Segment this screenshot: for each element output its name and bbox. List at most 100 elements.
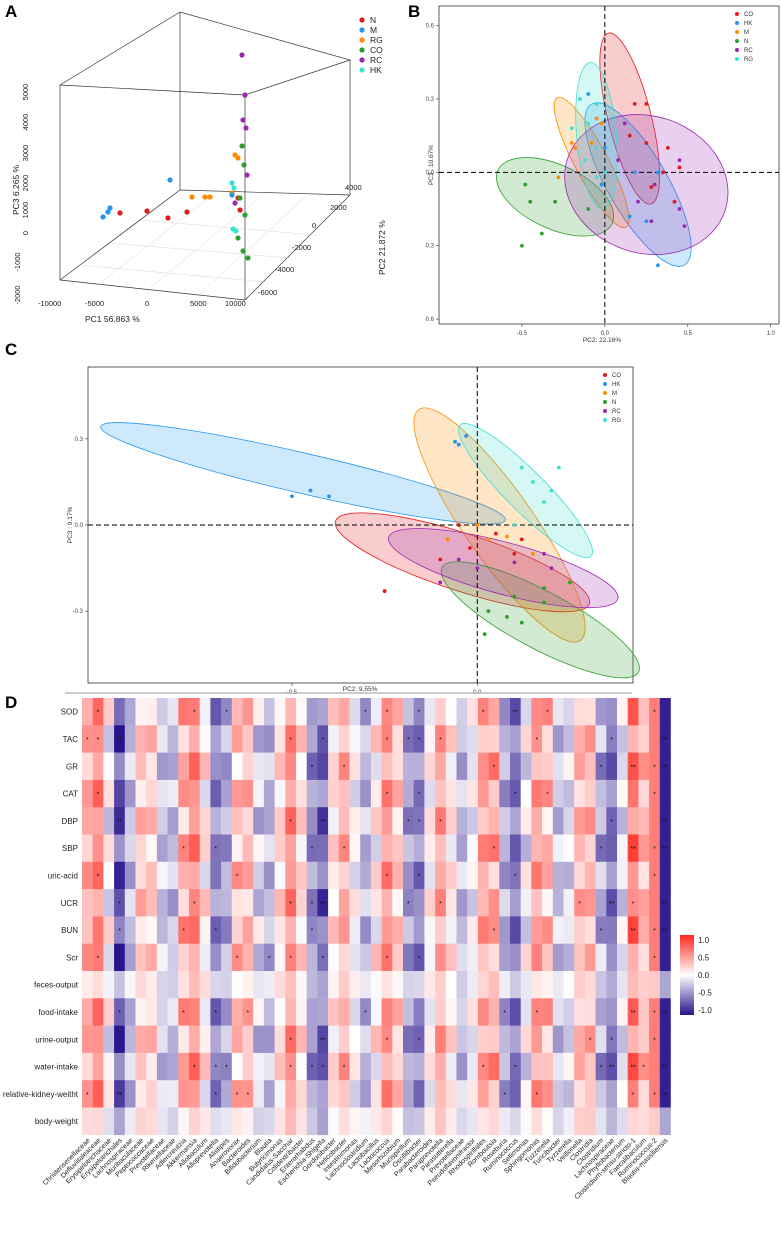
significance-mark: * — [407, 901, 410, 908]
heatmap-cell — [638, 807, 650, 835]
significance-mark: ** — [630, 1010, 636, 1017]
heatmap-cell — [499, 1052, 511, 1081]
heatmap-cell — [488, 807, 500, 835]
heatmap-cell — [584, 1107, 596, 1136]
heatmap-cell — [360, 807, 372, 835]
heatmap-cell — [124, 698, 136, 726]
pca-3d-points — [100, 52, 251, 261]
heatmap-cell — [552, 1080, 564, 1108]
heatmap-cell — [199, 1052, 211, 1081]
heatmap-cell — [627, 1107, 639, 1136]
heatmap-cell — [435, 807, 447, 835]
heatmap-cell — [199, 779, 211, 808]
heatmap-cell — [659, 971, 671, 999]
heatmap-cell — [510, 998, 521, 1026]
heatmap-cell — [306, 916, 318, 944]
points — [520, 92, 687, 268]
heatmap-cell — [231, 916, 243, 944]
heatmap-cell — [520, 916, 532, 944]
heatmap-cell — [649, 1080, 661, 1108]
heatmap-cell — [199, 725, 211, 753]
heatmap-cell — [103, 1025, 115, 1054]
heatmap-cell — [221, 971, 233, 999]
heatmap-cell — [595, 1025, 607, 1054]
significance-mark: * — [439, 901, 442, 908]
heatmap-cell — [381, 861, 393, 890]
heatmap-cell — [617, 889, 628, 917]
significance-mark: * — [289, 955, 292, 962]
heatmap-cell — [210, 1052, 222, 1081]
heatmap-cell — [595, 1080, 607, 1108]
heatmap-cell — [124, 916, 136, 944]
heatmap-cell — [103, 1052, 115, 1081]
heatmap-cell — [189, 1052, 200, 1081]
point-m-5 — [556, 175, 561, 180]
point-n-6 — [482, 632, 487, 637]
point-co-8 — [661, 170, 665, 175]
heatmap-cell — [178, 752, 190, 781]
heatmap-cell — [349, 834, 361, 863]
heatmap-cell — [242, 698, 254, 726]
heatmap-cell — [488, 1080, 500, 1108]
heatmap-cell — [263, 807, 275, 835]
heatmap-cell — [413, 807, 425, 835]
point-RG-7 — [189, 194, 195, 200]
point-co-3 — [493, 531, 498, 536]
heatmap-cell — [435, 916, 447, 944]
heatmap-cell — [285, 1107, 297, 1136]
heatmap-cell — [649, 698, 661, 726]
heatmap-cell — [231, 889, 243, 917]
heatmap-cell — [328, 807, 340, 835]
heatmap-cell — [317, 1052, 329, 1081]
heatmap-cell — [328, 916, 340, 944]
grid-lines — [79, 196, 316, 295]
heatmap-cell — [242, 943, 254, 972]
heatmap-cell — [135, 971, 147, 999]
heatmap-cell — [659, 889, 671, 917]
heatmap-cell — [531, 861, 543, 890]
heatmap-cell — [167, 971, 179, 999]
heatmap-cell — [488, 1107, 500, 1136]
heatmap-cell — [595, 807, 607, 835]
heatmap-cell — [114, 779, 126, 808]
heatmap-cell — [606, 889, 618, 917]
heatmap-cell — [403, 807, 414, 835]
heatmap-cell — [435, 1025, 447, 1054]
heatmap-cell — [263, 998, 275, 1026]
heatmap-cell — [253, 1107, 265, 1136]
heatmap-cell — [488, 1052, 500, 1081]
heatmap-cell — [574, 998, 586, 1026]
heatmap-cell — [92, 779, 104, 808]
y-tick-label: -2000 — [292, 243, 311, 252]
heatmap-cell — [606, 1080, 618, 1108]
heatmap-cell — [520, 943, 532, 972]
heatmap-cell — [124, 889, 136, 917]
heatmap-cell — [210, 752, 222, 781]
heatmap-cell — [242, 779, 254, 808]
point-rg-2 — [586, 121, 591, 126]
z-tick-label: 1000 — [21, 202, 30, 219]
heatmap-cell — [574, 916, 586, 944]
y-axis-label: PC3 : 9.17% — [67, 507, 74, 544]
heatmap-cell — [606, 725, 618, 753]
z-tick-label: -2000 — [13, 285, 22, 304]
legend-marker-hk — [359, 67, 365, 73]
heatmap-cell — [274, 971, 286, 999]
heatmap-cell — [445, 916, 457, 944]
z-tick-label: 5000 — [21, 84, 30, 101]
heatmap-cell — [510, 698, 521, 726]
significance-mark: * — [236, 955, 239, 962]
heatmap-cell — [370, 779, 382, 808]
point-n-1 — [539, 231, 544, 236]
heatmap-cell — [627, 889, 639, 917]
heatmap-cell — [167, 752, 179, 781]
significance-mark: ** — [320, 819, 326, 826]
heatmap-cell — [274, 725, 286, 753]
heatmap-cell — [338, 1080, 350, 1108]
point-CO-26 — [241, 162, 247, 168]
significance-mark: * — [386, 792, 389, 799]
point-CO-30 — [235, 235, 241, 241]
heatmap-cell — [263, 725, 275, 753]
heatmap-cell — [617, 725, 628, 753]
significance-mark: * — [97, 792, 100, 799]
